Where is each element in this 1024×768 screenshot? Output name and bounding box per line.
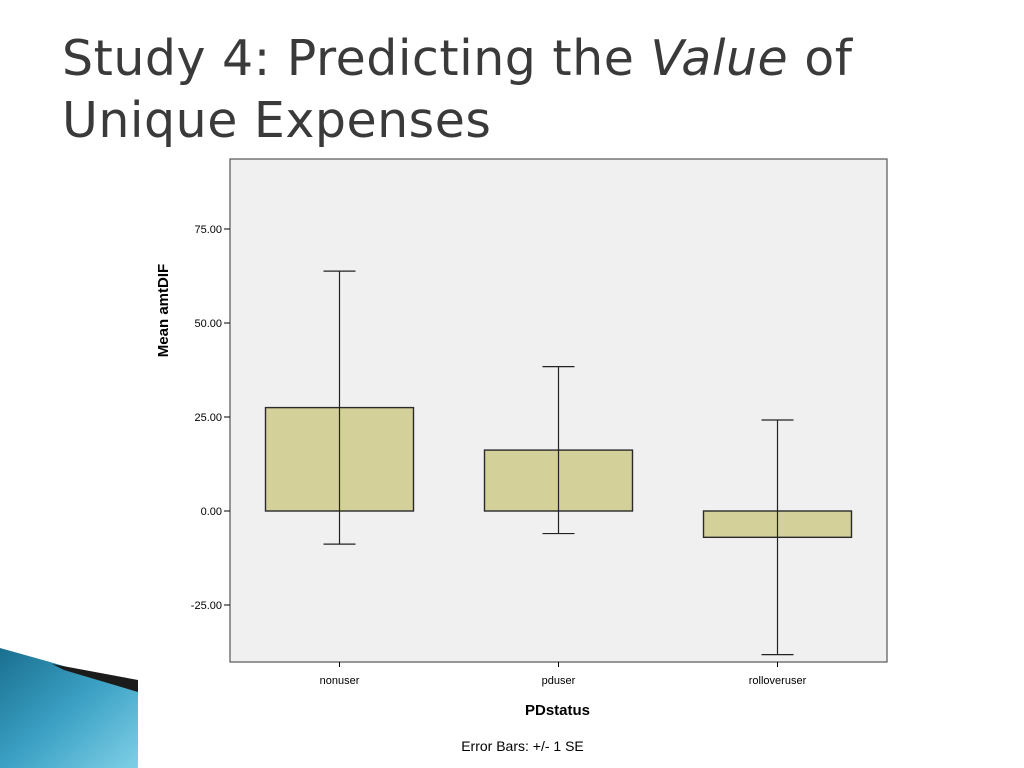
- x-axis: nonuser pduser rolloveruser: [320, 662, 807, 687]
- x-tick-label: nonuser: [320, 675, 360, 687]
- y-tick-label: 50.00: [194, 318, 222, 330]
- y-tick-label: 25.00: [194, 412, 222, 424]
- title-part1: Study 4: Predicting the: [62, 30, 651, 87]
- x-axis-title: PDstatus: [525, 702, 590, 719]
- y-axis-title: Mean amtDIF: [155, 264, 172, 357]
- slide-title: Study 4: Predicting the Value of Unique …: [62, 28, 962, 152]
- y-tick-label: -25.00: [191, 600, 222, 612]
- y-tick-label: 75.00: [194, 224, 222, 236]
- error-bars-note: Error Bars: +/- 1 SE: [461, 738, 584, 754]
- title-emphasis: Value: [650, 30, 789, 87]
- title-line2: Unique Expenses: [62, 92, 492, 149]
- y-axis: 75.00 50.00 25.00 0.00 -25.00: [191, 224, 230, 612]
- x-tick-label: rolloveruser: [749, 675, 807, 687]
- x-tick-label: pduser: [542, 675, 576, 687]
- corner-decoration: [0, 648, 138, 768]
- y-tick-label: 0.00: [201, 506, 222, 518]
- title-part2: of: [788, 30, 853, 87]
- error-bars-group: [323, 270, 794, 656]
